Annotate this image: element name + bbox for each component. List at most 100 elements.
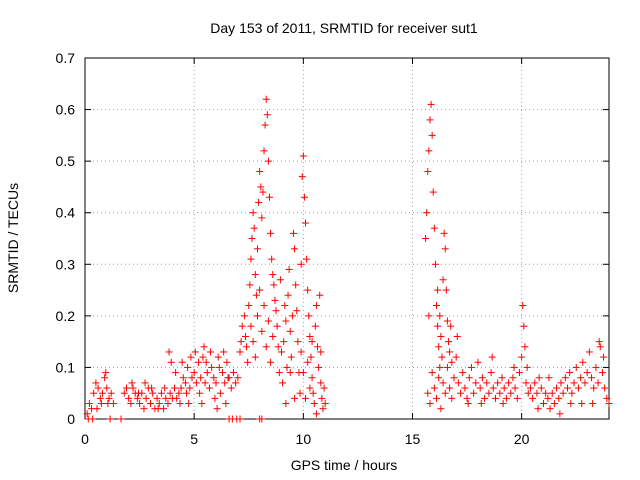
data-point bbox=[478, 374, 486, 382]
data-point bbox=[188, 374, 196, 382]
data-point bbox=[89, 415, 97, 423]
data-point bbox=[297, 348, 305, 356]
data-point bbox=[436, 363, 444, 371]
data-point bbox=[133, 394, 141, 402]
data-point bbox=[149, 389, 157, 397]
data-point bbox=[429, 188, 437, 196]
data-point bbox=[249, 338, 257, 346]
data-point bbox=[507, 389, 515, 397]
data-point bbox=[567, 400, 575, 408]
data-point bbox=[445, 338, 453, 346]
data-point bbox=[306, 384, 314, 392]
chart-title: Day 153 of 2011, SRMTID for receiver sut… bbox=[210, 20, 478, 36]
data-point bbox=[452, 353, 460, 361]
data-point bbox=[268, 255, 276, 263]
data-point bbox=[546, 405, 554, 413]
data-point bbox=[443, 363, 451, 371]
data-point bbox=[312, 410, 320, 418]
data-point bbox=[134, 389, 142, 397]
data-point bbox=[263, 111, 271, 119]
data-point bbox=[592, 363, 600, 371]
data-point bbox=[498, 374, 506, 382]
data-point bbox=[141, 379, 149, 387]
data-point bbox=[605, 400, 613, 408]
data-point bbox=[251, 271, 259, 279]
data-point bbox=[425, 312, 433, 320]
data-point bbox=[442, 286, 450, 294]
data-point bbox=[564, 384, 572, 392]
y-tick-label: 0.2 bbox=[56, 308, 76, 324]
data-point bbox=[600, 353, 608, 361]
data-point bbox=[308, 338, 316, 346]
data-point bbox=[240, 312, 248, 320]
data-point bbox=[570, 379, 578, 387]
data-point bbox=[314, 343, 322, 351]
data-point bbox=[589, 400, 597, 408]
data-point bbox=[434, 286, 442, 294]
data-point bbox=[177, 384, 185, 392]
data-point bbox=[243, 343, 251, 351]
data-point bbox=[299, 152, 307, 160]
data-point bbox=[472, 379, 480, 387]
data-point bbox=[499, 400, 507, 408]
data-point bbox=[164, 400, 172, 408]
data-point bbox=[292, 281, 300, 289]
data-point bbox=[199, 353, 207, 361]
data-point bbox=[496, 389, 504, 397]
data-point bbox=[104, 400, 112, 408]
data-point bbox=[200, 343, 208, 351]
data-point bbox=[196, 389, 204, 397]
data-point bbox=[491, 394, 499, 402]
data-point bbox=[561, 374, 569, 382]
data-point bbox=[304, 358, 312, 366]
data-point bbox=[524, 389, 532, 397]
data-point bbox=[544, 394, 552, 402]
data-point bbox=[523, 363, 531, 371]
data-point bbox=[441, 245, 449, 253]
data-point bbox=[283, 363, 291, 371]
data-point bbox=[175, 389, 183, 397]
data-point bbox=[321, 400, 329, 408]
data-point bbox=[448, 358, 456, 366]
data-point bbox=[232, 379, 240, 387]
data-point bbox=[448, 394, 456, 402]
data-point bbox=[424, 167, 432, 175]
data-point bbox=[603, 394, 611, 402]
data-point bbox=[275, 369, 283, 377]
data-point bbox=[234, 374, 242, 382]
data-point bbox=[264, 157, 272, 165]
data-point bbox=[92, 379, 100, 387]
data-point bbox=[96, 394, 104, 402]
data-point bbox=[494, 379, 502, 387]
data-point bbox=[438, 353, 446, 361]
data-point bbox=[153, 394, 161, 402]
data-point bbox=[125, 394, 133, 402]
data-point bbox=[424, 389, 432, 397]
data-point bbox=[282, 317, 290, 325]
data-point bbox=[542, 389, 550, 397]
data-point bbox=[215, 363, 223, 371]
data-point bbox=[167, 358, 175, 366]
data-point bbox=[269, 271, 277, 279]
data-point bbox=[315, 363, 323, 371]
data-point bbox=[260, 147, 268, 155]
data-point bbox=[598, 369, 606, 377]
plot-frame bbox=[84, 57, 610, 420]
data-point bbox=[485, 389, 493, 397]
data-point bbox=[172, 369, 180, 377]
data-point bbox=[435, 374, 443, 382]
data-point bbox=[252, 291, 260, 299]
data-point bbox=[101, 374, 109, 382]
data-point bbox=[256, 286, 264, 294]
data-point bbox=[437, 405, 445, 413]
data-point bbox=[579, 358, 587, 366]
data-point bbox=[566, 369, 574, 377]
data-point bbox=[446, 384, 454, 392]
data-point bbox=[296, 389, 304, 397]
data-point bbox=[246, 281, 254, 289]
data-point bbox=[258, 214, 266, 222]
data-point bbox=[464, 400, 472, 408]
data-point bbox=[171, 384, 179, 392]
data-point bbox=[255, 198, 263, 206]
